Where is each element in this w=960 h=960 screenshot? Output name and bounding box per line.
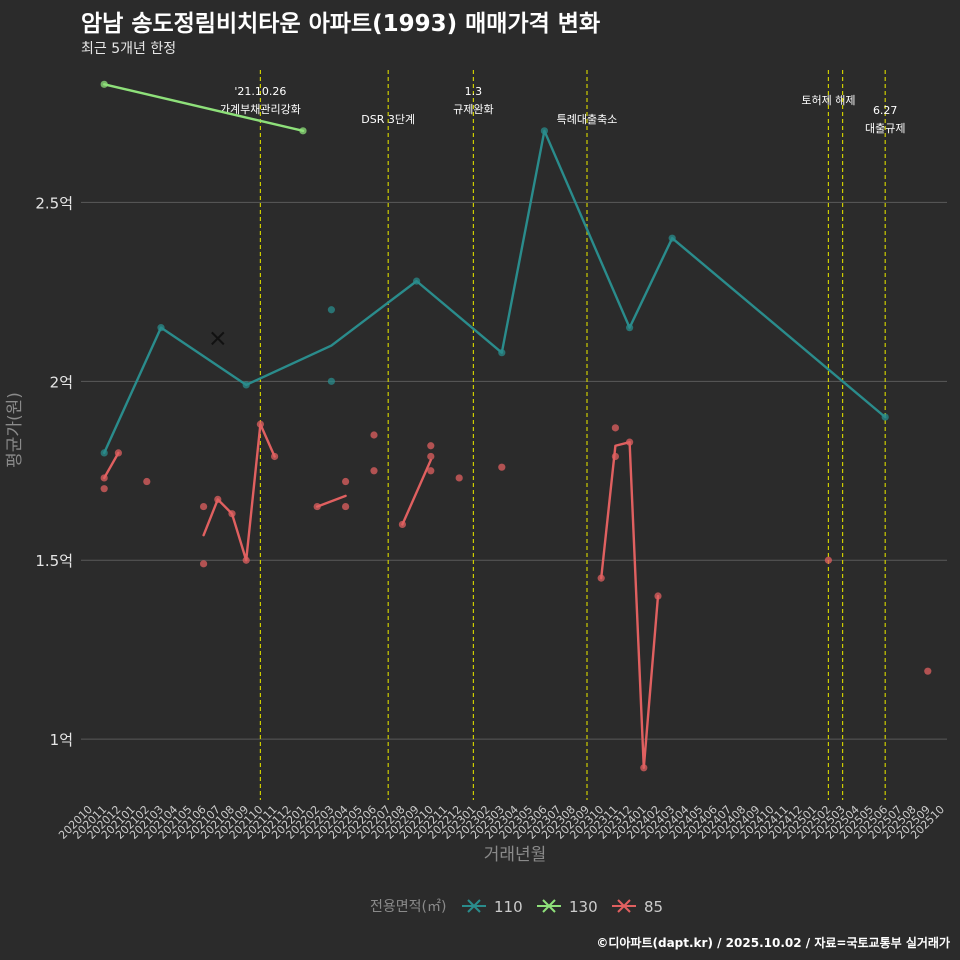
- data-point-85: [370, 431, 378, 439]
- series-85: [100, 420, 932, 772]
- data-point-85: [427, 467, 435, 475]
- data-point-85: [654, 592, 662, 600]
- data-point-110: [100, 449, 108, 457]
- data-point-85: [228, 510, 236, 518]
- series-line-85: [102, 451, 120, 480]
- data-point-85: [398, 520, 406, 529]
- data-point-85: [200, 502, 208, 511]
- data-point-110: [881, 413, 889, 421]
- data-point-110: [157, 324, 165, 332]
- data-point-85: [498, 463, 506, 471]
- x-axis-label: 거래년월: [484, 845, 547, 865]
- series-110: [100, 127, 889, 457]
- data-point-85: [626, 438, 634, 446]
- legend-title: 전용면적(㎡): [370, 899, 446, 915]
- y-tick-label: 1억: [50, 731, 73, 749]
- data-point-85: [114, 449, 122, 457]
- data-point-85: [342, 502, 350, 511]
- data-point-85: [200, 560, 208, 568]
- event-label: '21.10.26: [234, 85, 286, 98]
- event-label: 토허제 해제: [801, 93, 855, 107]
- data-point-85: [611, 424, 620, 432]
- data-point-110: [327, 377, 335, 385]
- data-point-110: [327, 306, 335, 314]
- data-point-85: [242, 556, 250, 564]
- series-line-85: [600, 440, 660, 769]
- series-line-85: [316, 494, 347, 508]
- data-point-85: [256, 420, 264, 428]
- event-label: 6.27: [873, 104, 898, 117]
- event-label: 규제완화: [453, 103, 493, 116]
- x-axis-ticks: 2020102020112020122021012021022021032021…: [56, 803, 947, 842]
- data-point-85: [100, 474, 108, 482]
- data-point-85: [427, 452, 435, 461]
- legend-key-cross: [617, 899, 631, 913]
- event-label: 가계부채관리강화: [220, 103, 301, 116]
- data-point-130: [100, 80, 108, 88]
- chart-title: 암남 송도정림비치타운 아파트(1993) 매매가격 변화: [81, 11, 601, 37]
- series-line-110: [102, 129, 887, 455]
- event-label: 특례대출축소: [557, 113, 618, 126]
- data-point-85: [427, 442, 435, 450]
- event-label: 대출규제: [865, 122, 905, 135]
- y-tick-label: 1.5억: [35, 552, 73, 570]
- y-axis-ticks: 1억 1.5억 2억 2.5억: [35, 194, 73, 749]
- series-130: [100, 80, 307, 135]
- source-caption: ©디아파트(dapt.kr) / 2025.10.02 / 자료=국토교통부 실…: [596, 936, 950, 950]
- series-line-85: [401, 458, 432, 526]
- data-point-110: [242, 381, 250, 389]
- data-point-85: [611, 452, 620, 461]
- legend-key-cross: [467, 899, 481, 913]
- series-line-130: [102, 83, 305, 133]
- data-point-85: [342, 477, 350, 486]
- legend-label: 110: [494, 898, 523, 916]
- data-point-110: [668, 234, 676, 242]
- data-point-110: [498, 349, 506, 357]
- data-point-130: [299, 127, 307, 135]
- data-point-85: [597, 574, 605, 582]
- legend: 전용면적(㎡) 110 130 85: [370, 898, 663, 916]
- series-layer: [100, 80, 932, 772]
- data-point-85: [214, 495, 222, 504]
- cross-marker: [211, 331, 225, 346]
- data-point-110: [626, 324, 634, 332]
- legend-label: 130: [569, 898, 598, 916]
- legend-label: 85: [644, 898, 663, 916]
- grid-layer: [81, 201, 947, 740]
- data-point-85: [370, 467, 378, 475]
- event-label: 1.3: [465, 85, 483, 98]
- data-point-110: [413, 277, 421, 285]
- legend-key-cross: [542, 899, 556, 913]
- data-point-85: [824, 556, 833, 564]
- data-point-85: [640, 764, 648, 772]
- data-point-85: [313, 502, 321, 511]
- event-label: DSR 3단계: [361, 113, 415, 126]
- data-point-85: [100, 485, 108, 493]
- data-point-85: [924, 667, 932, 675]
- y-tick-label: 2.5억: [35, 194, 73, 212]
- chart-subtitle: 최근 5개년 한정: [81, 41, 177, 57]
- data-point-85: [455, 474, 463, 482]
- y-axis-label: 평균가(원): [5, 392, 25, 468]
- data-point-110: [540, 127, 549, 135]
- series-line-85: [202, 423, 276, 562]
- data-point-85: [271, 452, 279, 461]
- y-tick-label: 2억: [50, 373, 73, 391]
- data-point-85: [143, 477, 151, 486]
